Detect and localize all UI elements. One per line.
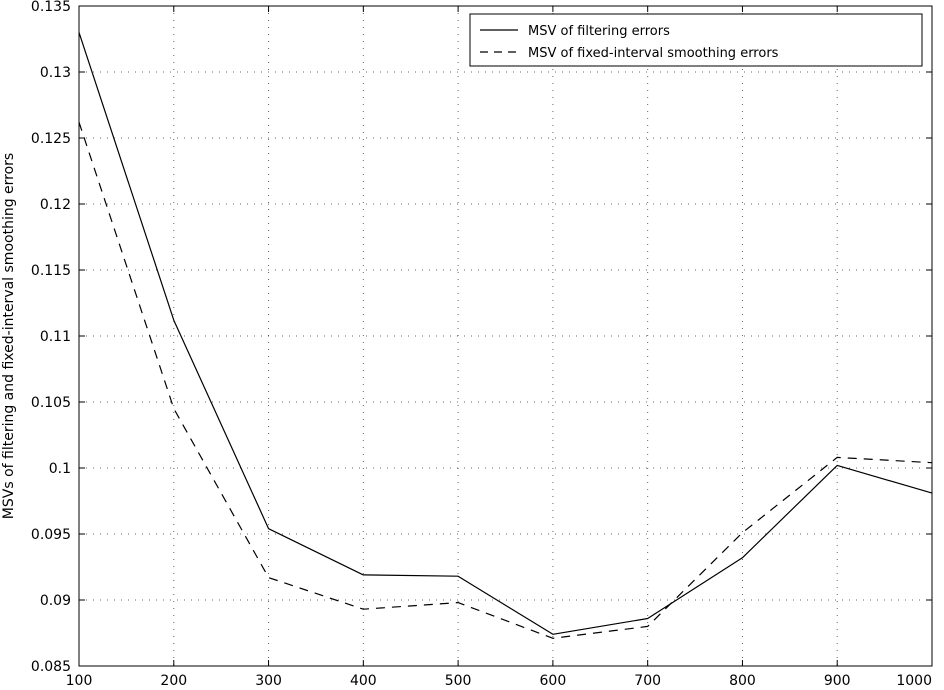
x-tick-label: 200 (160, 673, 187, 689)
y-tick-label: 0.125 (31, 131, 71, 147)
x-tick-label: 700 (634, 673, 661, 689)
x-tick-label: 100 (66, 673, 93, 689)
series-layer (78, 32, 933, 639)
legend: MSV of filtering errors MSV of fixed-int… (469, 13, 923, 67)
legend-label-smoothing: MSV of fixed-interval smoothing errors (528, 46, 779, 61)
y-tick-label: 0.13 (40, 65, 71, 81)
y-tick-label: 0.11 (40, 329, 71, 345)
legend-label-filtering: MSV of filtering errors (528, 24, 670, 39)
series-line-filtering (78, 32, 933, 635)
tick-layer: 100 200 300 400 500 600 700 800 900 1000 0.085 0.09… (31, 0, 933, 689)
y-tick-label: 0.09 (40, 593, 71, 609)
x-tick-label: 600 (540, 673, 567, 689)
legend-box (469, 13, 923, 67)
x-tick-label: 400 (350, 673, 377, 689)
y-tick-label: 0.135 (31, 0, 71, 15)
x-tick-label: 800 (729, 673, 756, 689)
y-tick-label: 0.085 (31, 659, 71, 675)
y-tick-label: 0.105 (31, 395, 71, 411)
x-tick-label: 900 (824, 673, 851, 689)
y-axis-label: MSVs of filtering and fixed-interval smo… (1, 153, 17, 519)
y-tick-label: 0.115 (31, 263, 71, 279)
y-tick-label: 0.12 (40, 197, 71, 213)
x-tick-label: 1000 (896, 673, 932, 689)
x-tick-label: 300 (255, 673, 282, 689)
series-line-smoothing (78, 122, 933, 639)
y-tick-label: 0.095 (31, 527, 71, 543)
plot-background (79, 6, 932, 666)
y-tick-label: 0.1 (49, 461, 71, 477)
x-tick-label: 500 (445, 673, 472, 689)
